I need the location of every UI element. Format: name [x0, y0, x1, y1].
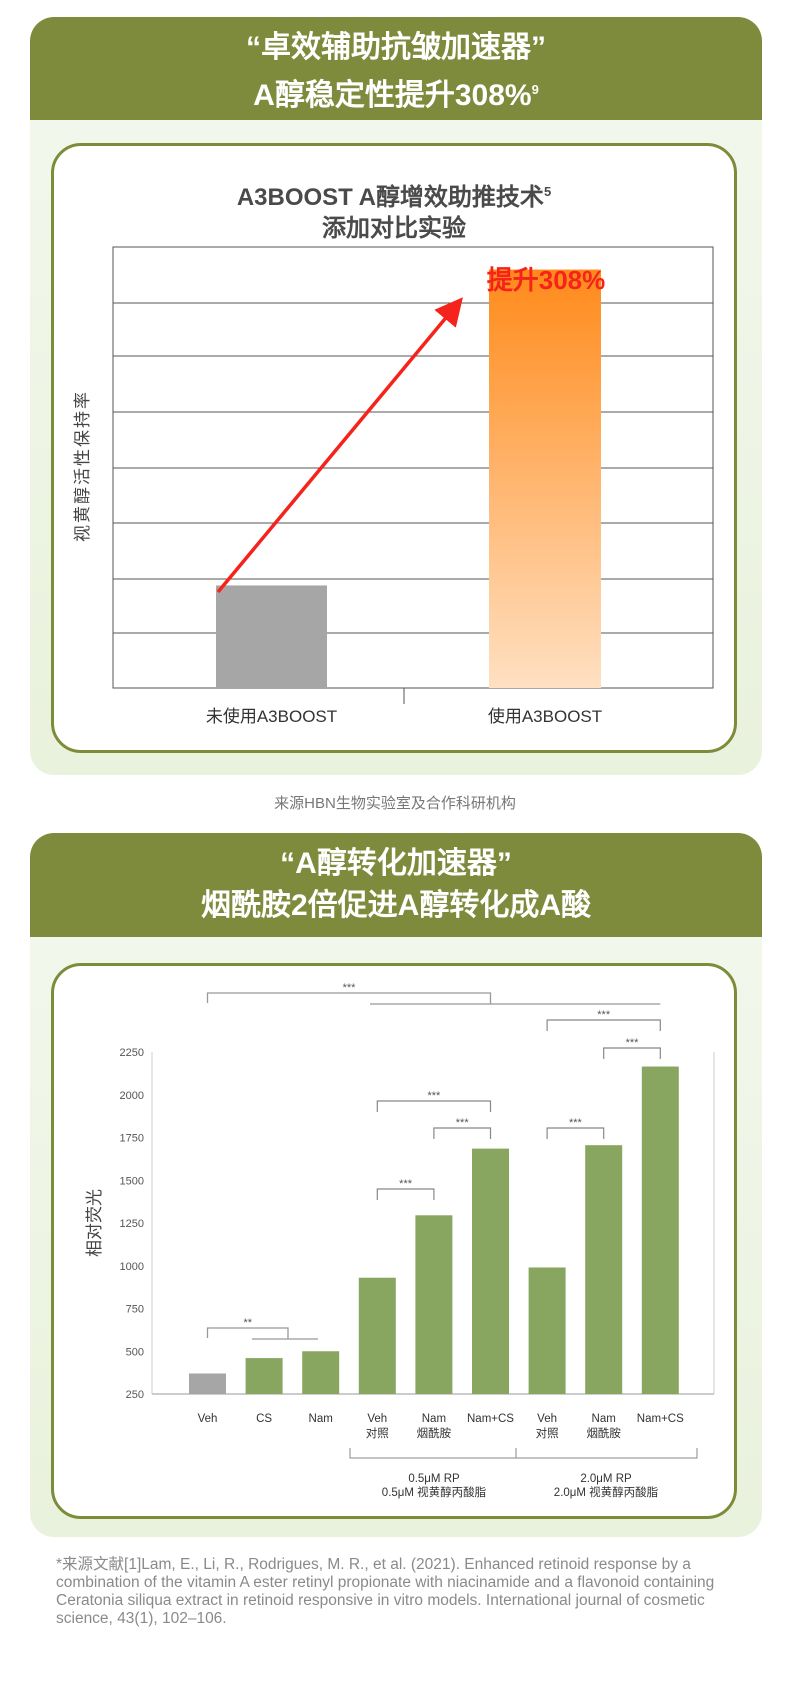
significance-bracket	[376, 1188, 435, 1200]
chart1-title-line1-wrap: A3BOOST A醇增效助推技术5	[54, 176, 734, 213]
y-tick-label: 2000	[120, 1090, 144, 1102]
section1-header-line2-wrap: A醇稳定性提升308%9	[30, 69, 762, 117]
y-tick-label: 750	[126, 1304, 144, 1316]
x-tick-label: Nam	[309, 1413, 333, 1425]
footnote: *来源文献[1]Lam, E., Li, R., Rodrigues, M. R…	[56, 1556, 715, 1627]
x-tick-label: Nam	[422, 1413, 446, 1425]
section1-header: “卓效辅助抗皱加速器” A醇稳定性提升308%9	[30, 17, 762, 120]
x-tick-sublabel: 烟酰胺	[417, 1426, 452, 1440]
section1-header-line1: “卓效辅助抗皱加速器”	[246, 31, 546, 64]
bar-0	[189, 1373, 226, 1394]
bar-1	[245, 1358, 283, 1394]
significance-label: ***	[456, 1117, 470, 1129]
significance-label: ***	[343, 982, 357, 994]
x-tick-label: 使用A3BOOST	[488, 706, 602, 726]
y-tick-label: 2250	[120, 1047, 144, 1059]
chart1-card: A3BOOST A醇增效助推技术5 添加对比实验	[51, 143, 737, 753]
y-axis-label: 视黄醇活性保持率	[73, 390, 92, 542]
bar-without-a3boost	[216, 585, 327, 688]
significance-bracket	[546, 1019, 661, 1031]
y-tick-label: 1000	[120, 1261, 144, 1273]
chart2-svg: 2250 2000 1750 1500 1250 1000 750 500 250 Veh CS Na…	[85, 982, 715, 1499]
x-tick-sublabel: 烟酰胺	[586, 1426, 621, 1440]
bar-3	[358, 1277, 396, 1394]
y-tick-label: 1750	[120, 1133, 144, 1145]
significance-label: ***	[427, 1090, 441, 1102]
bar-5	[472, 1148, 509, 1394]
significance-bracket	[206, 1327, 318, 1340]
bar-8	[641, 1066, 679, 1394]
chart2-card	[51, 963, 737, 1519]
bar-7	[585, 1145, 623, 1394]
chart1-svg: 未使用A3BOOST 使用A3BOOST 提升308% 视黄醇活性保持率	[73, 246, 714, 726]
source-note: 来源HBN生物实验室及合作科研机构	[274, 795, 516, 812]
x-tick-label: 未使用A3BOOST	[206, 706, 337, 726]
significance-bracket	[376, 1100, 492, 1112]
x-tick-label: Nam+CS	[637, 1413, 684, 1425]
y-tick-label: 500	[126, 1346, 144, 1358]
bar-with-a3boost	[489, 269, 601, 688]
y-tick-label: 1500	[120, 1175, 144, 1187]
section1-header-line2: A醇稳定性提升308%	[253, 79, 532, 112]
section2-header-line2: 烟酰胺2倍促进A醇转化成A酸	[200, 889, 591, 922]
y-axis-label: 相对荧光	[85, 1189, 104, 1257]
x-tick-label: Veh	[367, 1413, 387, 1425]
chart1-title-line2: 添加对比实验	[322, 215, 466, 242]
x-tick-label: Veh	[198, 1413, 218, 1425]
section2-header: “A醇转化加速器” 烟酰胺2倍促进A醇转化成A酸	[30, 833, 762, 937]
x-tick-label: CS	[256, 1413, 272, 1425]
bar-4	[415, 1215, 453, 1394]
significance-label: ***	[626, 1037, 640, 1049]
group-label: 0.5μM RP	[408, 1473, 460, 1485]
chart1-title-sup: 5	[543, 184, 552, 199]
significance-bracket	[546, 1127, 605, 1139]
significance-bracket	[603, 1047, 661, 1059]
group-sublabel: 0.5μM 视黄醇丙酸脂	[382, 1485, 486, 1499]
x-tick-label: Nam+CS	[467, 1413, 514, 1425]
increase-arrow	[216, 297, 463, 594]
significance-label: **	[243, 1317, 252, 1329]
group-label: 2.0μM RP	[580, 1473, 632, 1485]
chart1-title: A3BOOST A醇增效助推技术5 添加对比实验	[54, 176, 734, 244]
significance-label: ***	[399, 1178, 413, 1190]
bar-2	[302, 1351, 340, 1394]
increase-label: 提升308%	[487, 265, 606, 295]
section2-header-line1: “A醇转化加速器”	[280, 847, 512, 880]
group-bracket	[349, 1448, 698, 1459]
y-tick-label: 250	[126, 1389, 144, 1401]
significance-label: ***	[597, 1009, 611, 1021]
significance-bracket	[206, 992, 661, 1005]
significance-bracket	[433, 1127, 492, 1139]
x-tick-sublabel: 对照	[536, 1426, 559, 1440]
chart1-title-line1: A3BOOST A醇增效助推技术	[236, 184, 544, 211]
x-tick-sublabel: 对照	[366, 1426, 389, 1440]
bar-6	[528, 1267, 566, 1394]
x-tick-label: Nam	[592, 1413, 616, 1425]
group-sublabel: 2.0μM 视黄醇丙酸脂	[554, 1485, 658, 1499]
section1-header-sup: 9	[531, 82, 539, 97]
x-tick-label: Veh	[537, 1413, 557, 1425]
plot-frame	[112, 246, 714, 689]
y-tick-label: 1250	[120, 1218, 144, 1230]
significance-label: ***	[569, 1117, 583, 1129]
